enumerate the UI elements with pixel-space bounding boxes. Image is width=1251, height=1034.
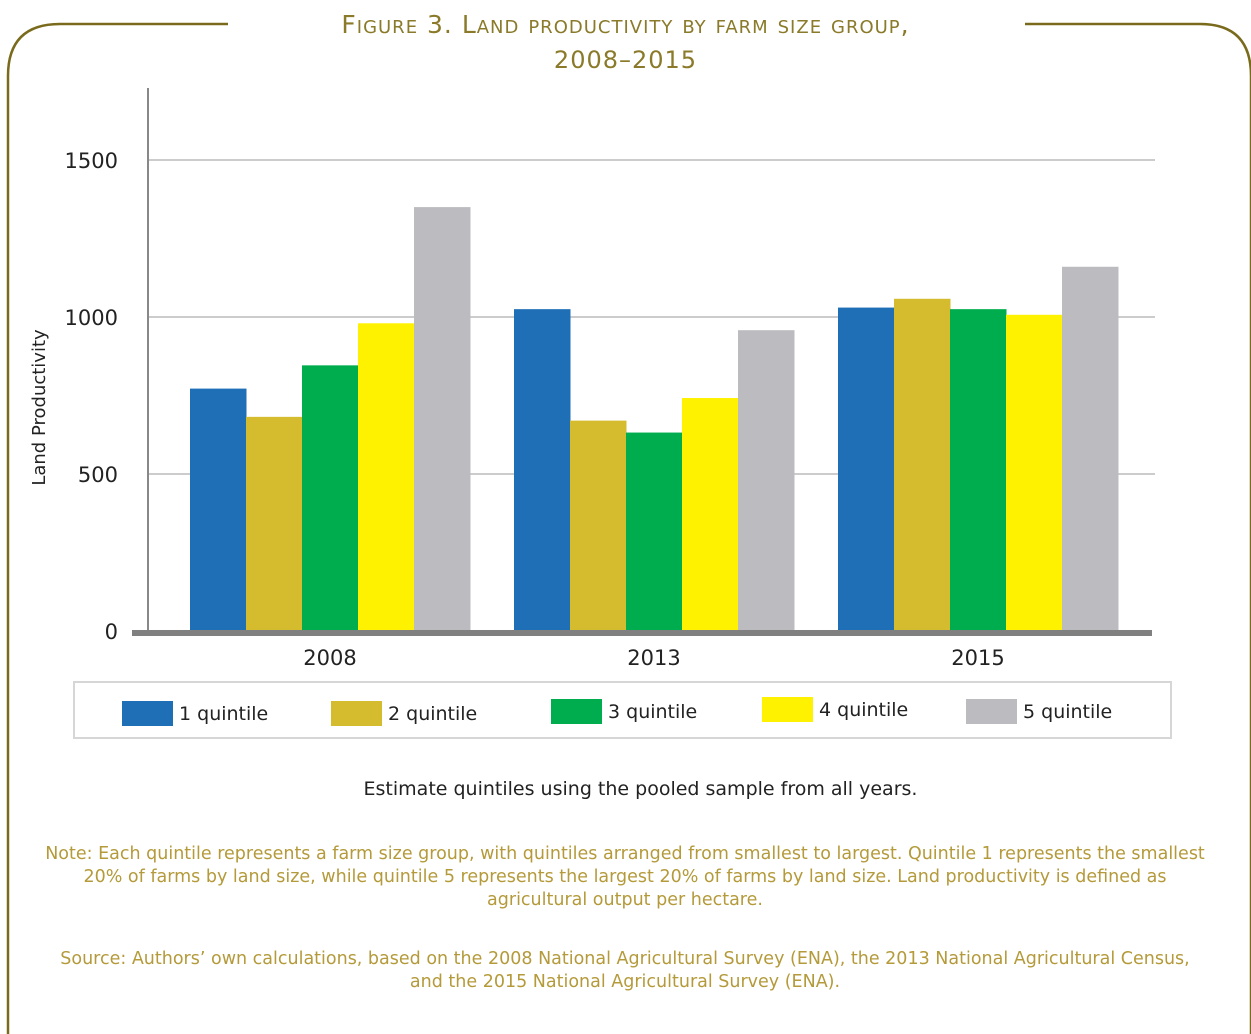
y-tick-label: 1000 bbox=[65, 306, 118, 330]
legend-item-q2: 2 quintile bbox=[331, 701, 477, 726]
chart-subnote: Estimate quintiles using the pooled samp… bbox=[363, 778, 918, 800]
y-axis-label: Land Productivity bbox=[29, 329, 50, 486]
legend-label: 4 quintile bbox=[819, 698, 909, 721]
bar-2015-q3 bbox=[950, 309, 1007, 631]
legend-label: 5 quintile bbox=[1023, 700, 1113, 723]
bar-2013-q3 bbox=[626, 432, 683, 631]
chart-title: Figure 3. Land productivity by farm size… bbox=[341, 10, 910, 39]
y-tick-label: 500 bbox=[78, 463, 118, 487]
legend-item-q4: 4 quintile bbox=[762, 697, 908, 722]
legend: 1 quintile 2 quintile 3 quintile 4 quintile… bbox=[73, 681, 1172, 739]
legend-item-q5: 5 quintile bbox=[966, 699, 1112, 724]
legend-swatch bbox=[762, 697, 813, 722]
legend-item-q1: 1 quintile bbox=[122, 701, 268, 726]
bar-chart: 0 500 1000 1500 Land Productivity 2008 2013 201… bbox=[29, 88, 1155, 670]
legend-label: 3 quintile bbox=[608, 700, 698, 723]
legend-swatch bbox=[551, 699, 602, 724]
legend-item-q3: 3 quintile bbox=[551, 699, 697, 724]
bar-2013-q4 bbox=[682, 398, 739, 631]
chart-source: Source: Authors’ own calculations, based… bbox=[60, 949, 1190, 992]
bar-2008-q1 bbox=[190, 388, 247, 631]
bar-2008-q4 bbox=[358, 323, 415, 631]
x-tick-label: 2015 bbox=[951, 646, 1004, 670]
bar-2013-q5 bbox=[738, 330, 795, 631]
y-tick-label: 1500 bbox=[65, 149, 118, 173]
chart-note: Note: Each quintile represents a farm si… bbox=[45, 844, 1205, 910]
x-tick-label: 2013 bbox=[627, 646, 680, 670]
bar-2013-q1 bbox=[514, 309, 571, 631]
bar-2008-q2 bbox=[246, 416, 303, 631]
chart-title-years: 2008–2015 bbox=[553, 46, 698, 74]
bar-2015-q2 bbox=[894, 298, 951, 631]
x-tick-label: 2008 bbox=[303, 646, 356, 670]
legend-label: 2 quintile bbox=[388, 702, 478, 725]
y-tick-label: 0 bbox=[105, 620, 118, 644]
bar-2015-q5 bbox=[1062, 266, 1119, 631]
bar-2008-q5 bbox=[414, 207, 471, 631]
bar-2015-q4 bbox=[1006, 314, 1063, 631]
legend-swatch bbox=[966, 699, 1017, 724]
bar-2015-q1 bbox=[838, 307, 895, 631]
bar-2013-q2 bbox=[570, 420, 627, 631]
x-axis bbox=[132, 630, 1152, 636]
legend-swatch bbox=[331, 701, 382, 726]
legend-swatch bbox=[122, 701, 173, 726]
legend-label: 1 quintile bbox=[179, 702, 269, 725]
bar-2008-q3 bbox=[302, 365, 359, 631]
